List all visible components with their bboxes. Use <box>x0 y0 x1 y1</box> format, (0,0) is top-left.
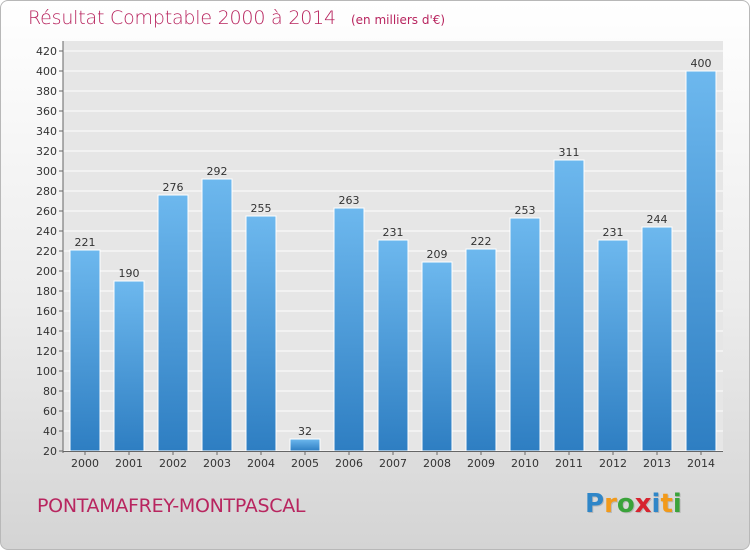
bar-2013 <box>641 226 673 452</box>
y-tick-label: 420 <box>36 45 57 58</box>
data-label: 263 <box>339 194 360 207</box>
bars: 221 190 276 292 255 32 263 231 209 222 253 311 231 24… <box>69 57 717 452</box>
data-label: 222 <box>471 235 492 248</box>
bar-2009 <box>465 248 497 452</box>
y-tick-label: 80 <box>43 385 57 398</box>
x-tick-label: 2012 <box>599 457 627 470</box>
x-tick-label: 2008 <box>423 457 451 470</box>
y-tick-label: 260 <box>36 205 57 218</box>
data-label: 400 <box>691 57 712 70</box>
data-label: 231 <box>383 226 404 239</box>
x-tick-label: 2010 <box>511 457 539 470</box>
data-label: 253 <box>515 204 536 217</box>
y-tick-label: 300 <box>36 165 57 178</box>
bar-2012 <box>597 239 629 452</box>
y-tick-labels: 20 40 60 80 100 120 140 160 180 200 220 240 260 280 30… <box>36 45 63 458</box>
x-tick-label: 2001 <box>115 457 143 470</box>
bar-2003 <box>201 178 233 452</box>
y-tick-label: 100 <box>36 365 57 378</box>
y-tick-label: 120 <box>36 345 57 358</box>
y-tick-label: 180 <box>36 285 57 298</box>
data-label: 311 <box>559 146 580 159</box>
x-tick-label: 2005 <box>291 457 319 470</box>
x-tick-label: 2009 <box>467 457 495 470</box>
bar-2014 <box>685 70 717 452</box>
data-label: 244 <box>647 213 668 226</box>
y-tick-label: 20 <box>43 445 57 458</box>
y-tick-label: 320 <box>36 145 57 158</box>
data-label: 190 <box>119 267 140 280</box>
data-label: 255 <box>251 202 272 215</box>
y-tick-label: 400 <box>36 65 57 78</box>
title-row: Résultat Comptable 2000 à 2014 (en milli… <box>28 7 445 29</box>
x-tick-label: 2011 <box>555 457 583 470</box>
logo-letter: t <box>660 489 673 519</box>
commune-name: PONTAMAFREY-MONTPASCAL <box>37 495 306 517</box>
proxiti-logo: Proxiti <box>585 489 682 519</box>
data-label: 32 <box>298 425 312 438</box>
y-tick-label: 240 <box>36 225 57 238</box>
bar-2006 <box>333 207 365 452</box>
logo-letter: i <box>651 489 661 519</box>
y-tick-label: 40 <box>43 425 57 438</box>
y-tick-label: 60 <box>43 405 57 418</box>
x-tick-label: 2003 <box>203 457 231 470</box>
bar-2005 <box>289 438 321 452</box>
data-label: 292 <box>207 165 228 178</box>
bar-2002 <box>157 194 189 452</box>
logo-letter: x <box>634 489 652 519</box>
bar-2011 <box>553 159 585 452</box>
y-tick-label: 140 <box>36 325 57 338</box>
y-tick-label: 280 <box>36 185 57 198</box>
x-tick-labels: 2000 2001 2002 2003 2004 2005 2006 2007 2008 2009… <box>71 451 715 470</box>
data-label: 221 <box>75 236 96 249</box>
bar-2008 <box>421 261 453 452</box>
y-tick-label: 200 <box>36 265 57 278</box>
logo-letter: r <box>604 489 617 519</box>
y-tick-label: 160 <box>36 305 57 318</box>
x-tick-label: 2000 <box>71 457 99 470</box>
chart-title: Résultat Comptable 2000 à 2014 <box>28 7 336 29</box>
y-tick-label: 360 <box>36 105 57 118</box>
x-tick-label: 2013 <box>643 457 671 470</box>
data-label: 231 <box>603 226 624 239</box>
data-label: 276 <box>163 181 184 194</box>
x-tick-label: 2007 <box>379 457 407 470</box>
x-tick-label: 2002 <box>159 457 187 470</box>
y-tick-label: 340 <box>36 125 57 138</box>
bar-2007 <box>377 239 409 452</box>
y-tick-label: 380 <box>36 85 57 98</box>
bar-2010 <box>509 217 541 452</box>
bar-2001 <box>113 280 145 452</box>
x-tick-label: 2014 <box>687 457 715 470</box>
logo-letter: P <box>585 489 605 519</box>
y-tick-label: 220 <box>36 245 57 258</box>
chart-subtitle: (en milliers d'€) <box>350 13 446 27</box>
bar-2004 <box>245 215 277 452</box>
logo-letter: i <box>672 489 682 519</box>
x-tick-label: 2006 <box>335 457 363 470</box>
logo-letter: o <box>616 489 635 519</box>
x-tick-label: 2004 <box>247 457 275 470</box>
bar-2000 <box>69 249 101 452</box>
data-label: 209 <box>427 248 448 261</box>
